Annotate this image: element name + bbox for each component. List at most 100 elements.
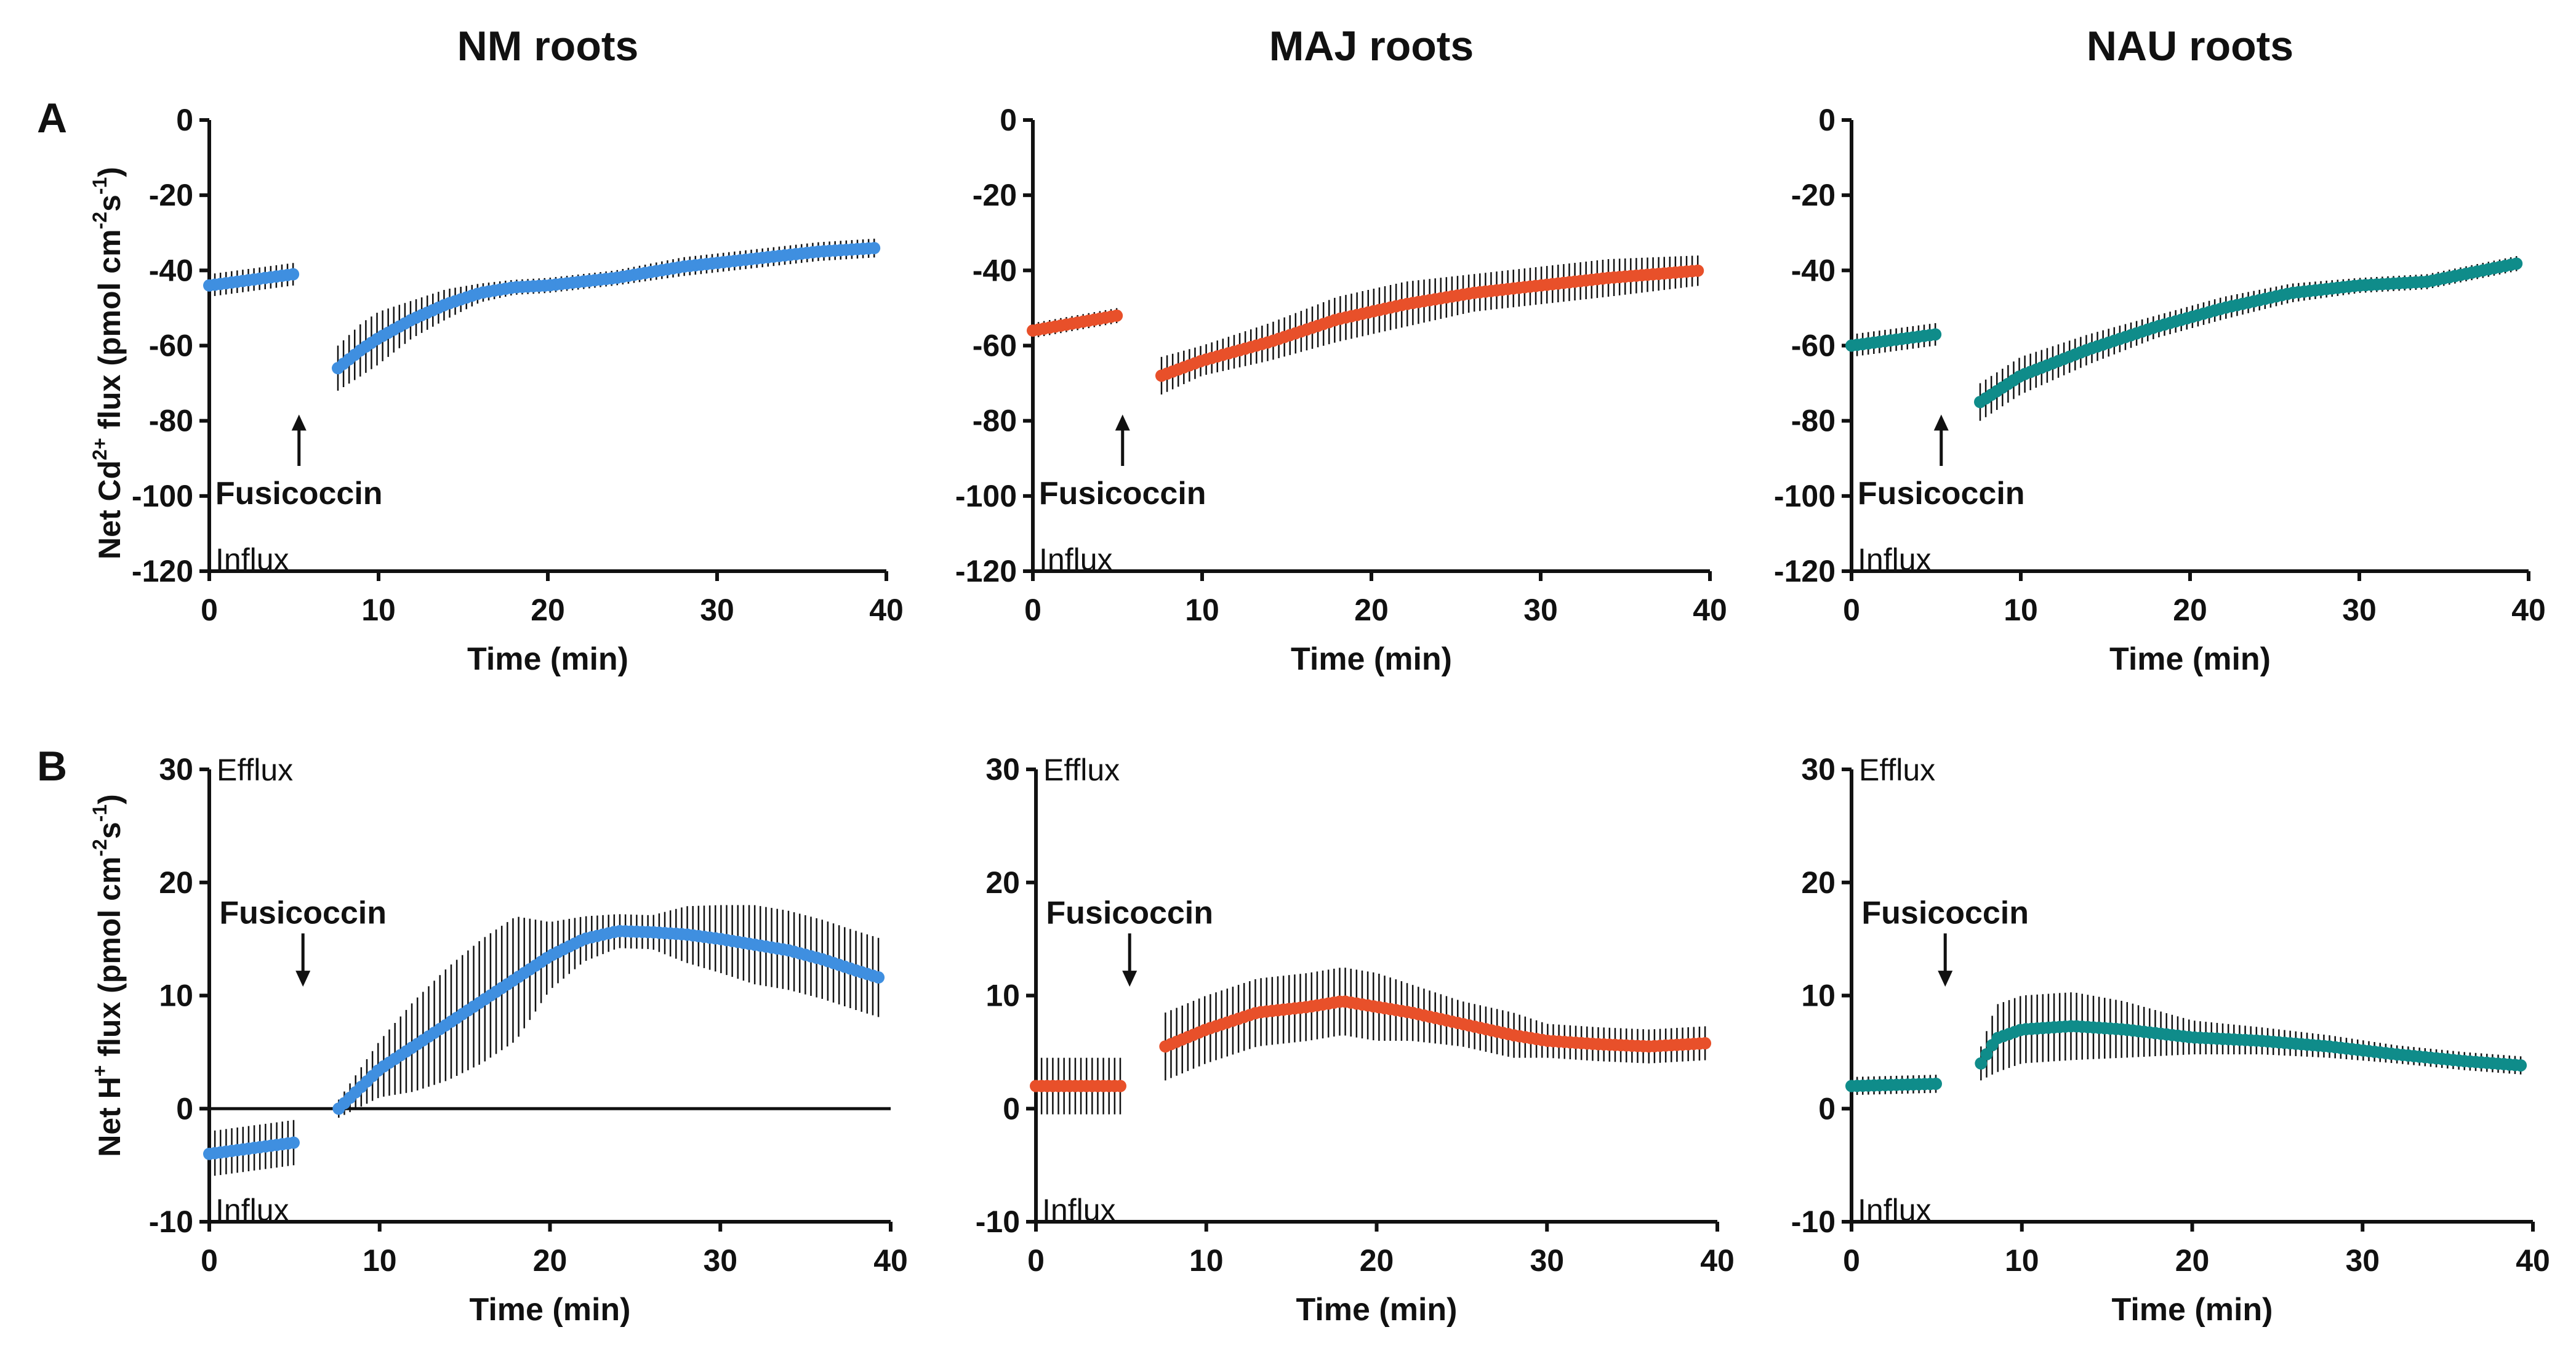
- x-tick-label: 30: [1523, 593, 1558, 627]
- x-tick-label: 0: [1027, 1243, 1045, 1278]
- y-tick-label: -40: [149, 253, 193, 287]
- fusicoccin-arrowhead: [295, 971, 311, 987]
- y-tick-label: 10: [159, 979, 193, 1013]
- fusicoccin-label: Fusicoccin: [1046, 895, 1213, 931]
- influx-label: Influx: [1039, 542, 1113, 577]
- x-tick-label: 10: [2005, 1243, 2039, 1278]
- y-tick-label: -40: [973, 253, 1017, 287]
- fusicoccin-label: Fusicoccin: [219, 895, 387, 931]
- data-point: [2514, 1059, 2527, 1072]
- data-point: [1113, 1080, 1126, 1092]
- y-tick-label: 30: [159, 752, 193, 787]
- y-tick-label: 10: [985, 979, 1020, 1013]
- data-point: [868, 242, 881, 255]
- x-tick-label: 30: [700, 593, 734, 627]
- data-point: [1110, 309, 1123, 322]
- panel-label-b: B: [37, 743, 67, 790]
- influx-label: Influx: [215, 1193, 289, 1227]
- x-tick-label: 10: [361, 593, 396, 627]
- y-axis-label-cd: Net Cd2+ flux (pmol cm-2s-1): [89, 167, 127, 559]
- x-axis-label: Time (min): [1296, 1292, 1458, 1328]
- data-point: [1929, 1077, 1942, 1090]
- x-tick-label: 20: [1360, 1243, 1394, 1278]
- y-tick-label: -20: [149, 178, 193, 212]
- data-point: [1975, 1057, 1988, 1070]
- panel-label-a: A: [37, 95, 67, 142]
- x-tick-label: 30: [1530, 1243, 1564, 1278]
- x-tick-label: 30: [703, 1243, 737, 1278]
- y-tick-label: 0: [176, 103, 193, 137]
- y-tick-label: 0: [1003, 1091, 1020, 1126]
- x-tick-label: 30: [2342, 593, 2377, 627]
- y-tick-label: 20: [159, 865, 193, 900]
- fusicoccin-arrowhead: [1938, 971, 1953, 987]
- x-tick-label: 20: [531, 593, 565, 627]
- x-tick-label: 40: [873, 1243, 908, 1278]
- data-point: [1929, 328, 1942, 341]
- y-tick-label: 30: [985, 752, 1020, 787]
- efflux-label: Efflux: [217, 753, 293, 787]
- chart-title: MAJ roots: [1269, 23, 1474, 70]
- x-axis-label: Time (min): [470, 1292, 631, 1328]
- data-point: [1699, 1037, 1712, 1050]
- svg-text:Net H+ flux (pmol cm-2s-1): Net H+ flux (pmol cm-2s-1): [89, 794, 127, 1157]
- y-tick-label: 20: [985, 865, 1020, 900]
- fusicoccin-arrowhead: [1933, 414, 1949, 431]
- y-tick-label: -100: [132, 479, 193, 513]
- x-axis-label: Time (min): [2109, 641, 2271, 677]
- x-tick-label: 10: [2004, 593, 2038, 627]
- efflux-label: Efflux: [1859, 753, 1935, 787]
- y-tick-label: -100: [955, 479, 1017, 513]
- y-tick-label: 30: [1801, 752, 1836, 787]
- y-tick-label: 0: [176, 1091, 193, 1126]
- y-tick-label: 0: [1818, 103, 1836, 137]
- fusicoccin-arrowhead: [291, 414, 307, 431]
- fusicoccin-arrowhead: [1115, 414, 1130, 431]
- y-tick-label: -10: [149, 1205, 193, 1239]
- y-tick-label: -10: [1791, 1205, 1836, 1239]
- y-tick-label: -80: [1791, 404, 1836, 438]
- y-tick-label: -120: [132, 554, 193, 588]
- y-tick-label: -120: [1774, 554, 1836, 588]
- x-tick-label: 20: [1354, 593, 1389, 627]
- x-tick-label: 10: [1185, 593, 1219, 627]
- x-tick-label: 40: [1693, 593, 1727, 627]
- efflux-label: Efflux: [1043, 753, 1120, 787]
- chart-title: NAU roots: [2087, 23, 2293, 70]
- influx-label: Influx: [1858, 1193, 1932, 1227]
- fusicoccin-label: Fusicoccin: [1861, 895, 2029, 931]
- x-tick-label: 0: [201, 1243, 218, 1278]
- y-tick-label: -60: [149, 329, 193, 363]
- x-tick-label: 0: [1024, 593, 1041, 627]
- y-tick-label: -40: [1791, 253, 1836, 287]
- x-tick-label: 40: [2516, 1243, 2550, 1278]
- x-tick-label: 20: [2173, 593, 2207, 627]
- y-tick-label: -60: [973, 329, 1017, 363]
- data-point: [2510, 257, 2523, 270]
- x-tick-label: 40: [2511, 593, 2546, 627]
- data-point: [872, 971, 885, 984]
- y-axis-label-h: Net H+ flux (pmol cm-2s-1): [89, 794, 127, 1157]
- x-axis-label: Time (min): [2112, 1292, 2273, 1328]
- fusicoccin-arrowhead: [1122, 971, 1138, 987]
- y-tick-label: 0: [1000, 103, 1017, 137]
- y-tick-label: -60: [1791, 329, 1836, 363]
- x-tick-label: 30: [2345, 1243, 2380, 1278]
- chart-title: NM roots: [457, 23, 639, 70]
- y-tick-label: 20: [1801, 865, 1836, 900]
- y-tick-label: -10: [976, 1205, 1020, 1239]
- svg-text:Net Cd2+ flux (pmol cm-2s-1): Net Cd2+ flux (pmol cm-2s-1): [89, 167, 127, 559]
- y-tick-label: -80: [973, 404, 1017, 438]
- fusicoccin-label: Fusicoccin: [1858, 476, 2025, 511]
- x-axis-label: Time (min): [467, 641, 628, 677]
- x-tick-label: 0: [1843, 593, 1860, 627]
- y-tick-label: -120: [955, 554, 1017, 588]
- fusicoccin-label: Fusicoccin: [1039, 476, 1206, 511]
- y-tick-label: -20: [973, 178, 1017, 212]
- x-tick-label: 10: [1189, 1243, 1224, 1278]
